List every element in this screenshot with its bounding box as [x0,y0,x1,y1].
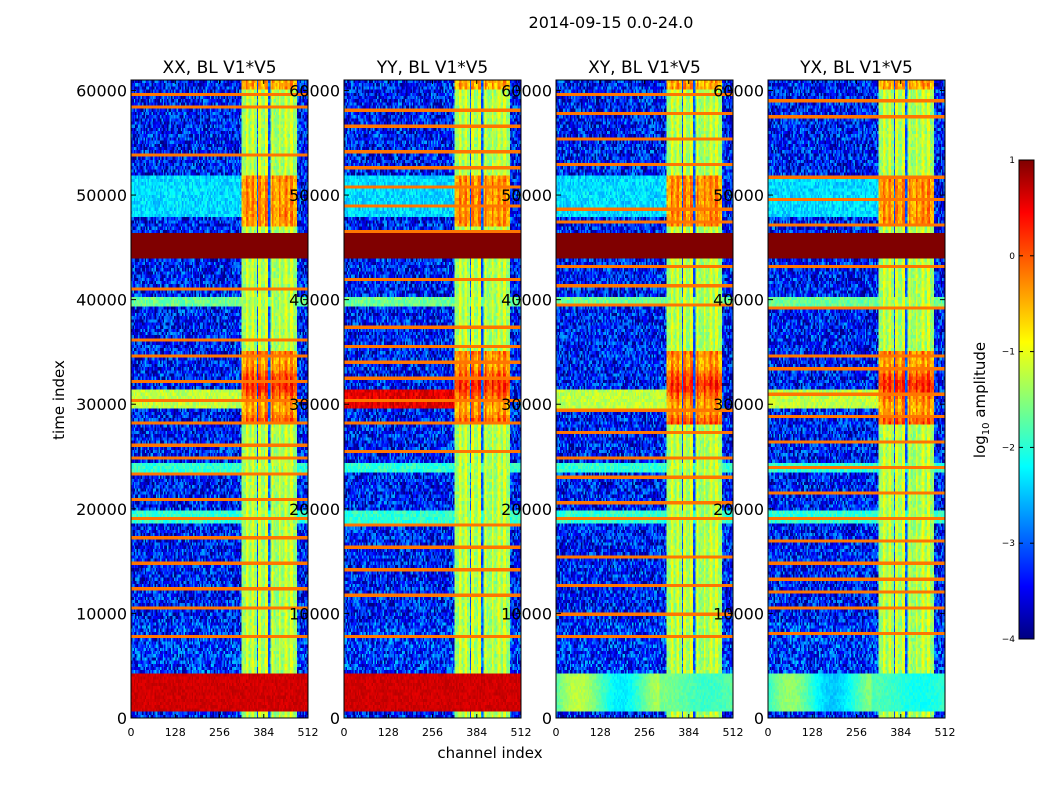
x-tick-label: 512 [723,726,744,739]
y-tick-label: 20000 [501,500,552,519]
colorbar-tick-label: −3 [1002,539,1015,549]
y-tick-label: 10000 [713,604,764,623]
x-tick-label: 384 [890,726,911,739]
x-tick-label: 256 [634,726,655,739]
y-tick-label: 50000 [76,186,127,205]
colorbar: 1 0 −1 −2 −3 −4 log10 amplitude [971,156,1035,645]
y-tick-label: 0 [754,709,764,728]
y-tick-label: 10000 [76,604,127,623]
x-tick-label: 128 [802,726,823,739]
heatmap-image [768,80,945,718]
colorbar-tick-label: 0 [1009,252,1015,262]
y-tick-label: 20000 [76,500,127,519]
x-tick-label: 0 [553,726,560,739]
panel-title: XY, BL V1*V5 [588,58,701,78]
y-tick-label: 30000 [713,395,764,414]
colorbar-gradient [1018,159,1035,640]
x-tick-label: 256 [209,726,230,739]
heatmap-image [344,80,521,718]
x-tick-label: 0 [128,726,135,739]
y-tick-label: 10000 [501,604,552,623]
panel-title: XX, BL V1*V5 [162,58,276,78]
x-tick-label: 384 [678,726,699,739]
figure-suptitle: 2014-09-15 0.0-24.0 [529,13,694,32]
y-tick-label: 40000 [501,291,552,310]
y-tick-label: 50000 [713,186,764,205]
y-tick-label: 40000 [76,291,127,310]
x-tick-label: 512 [298,726,319,739]
x-tick-label: 128 [165,726,186,739]
x-axis-label: channel index [437,744,542,762]
panel-4: YX, BL V1*V5 0 128 256 384 512 0 10000 20000 3000… [713,58,955,739]
y-axis-label: time index [50,360,68,440]
y-tick-label: 10000 [289,604,340,623]
y-tick-label: 50000 [501,186,552,205]
colorbar-tick-label: −2 [1002,443,1015,453]
panel-3: XY, BL V1*V5 0 128 256 384 512 0 10000 20000 3000… [501,58,743,739]
panel-title: YY, BL V1*V5 [376,58,489,78]
x-tick-label: 384 [253,726,274,739]
panel-2: YY, BL V1*V5 0 128 256 384 512 0 10000 20000 3000… [289,58,531,739]
y-tick-label: 40000 [289,291,340,310]
y-tick-label: 40000 [713,291,764,310]
colorbar-label: log10 amplitude [971,342,992,458]
y-tick-label: 30000 [76,395,127,414]
y-tick-label: 20000 [713,500,764,519]
y-tick-label: 60000 [501,81,552,100]
panel-title: YX, BL V1*V5 [799,58,913,78]
x-tick-label: 512 [935,726,956,739]
x-tick-label: 256 [422,726,443,739]
y-tick-label: 30000 [501,395,552,414]
y-tick-label: 60000 [713,81,764,100]
y-tick-label: 0 [542,709,552,728]
colorbar-tick-label: −1 [1002,348,1015,358]
x-tick-label: 256 [846,726,867,739]
panel-1: XX, BL V1*V5 0 128 256 384 512 0 10000 20000 3000… [76,58,318,739]
y-tick-label: 50000 [289,186,340,205]
x-tick-label: 384 [466,726,487,739]
y-tick-label: 0 [330,709,340,728]
y-tick-label: 60000 [76,81,127,100]
heatmap-image [131,80,308,718]
y-tick-label: 0 [117,709,127,728]
x-tick-label: 128 [590,726,611,739]
y-tick-label: 20000 [289,500,340,519]
x-tick-label: 0 [765,726,772,739]
x-tick-label: 0 [341,726,348,739]
x-tick-label: 128 [378,726,399,739]
y-tick-label: 30000 [289,395,340,414]
x-tick-label: 512 [511,726,532,739]
colorbar-tick-label: 1 [1009,156,1015,166]
y-tick-label: 60000 [289,81,340,100]
heatmap-image [556,80,733,718]
colorbar-tick-label: −4 [1002,635,1016,645]
